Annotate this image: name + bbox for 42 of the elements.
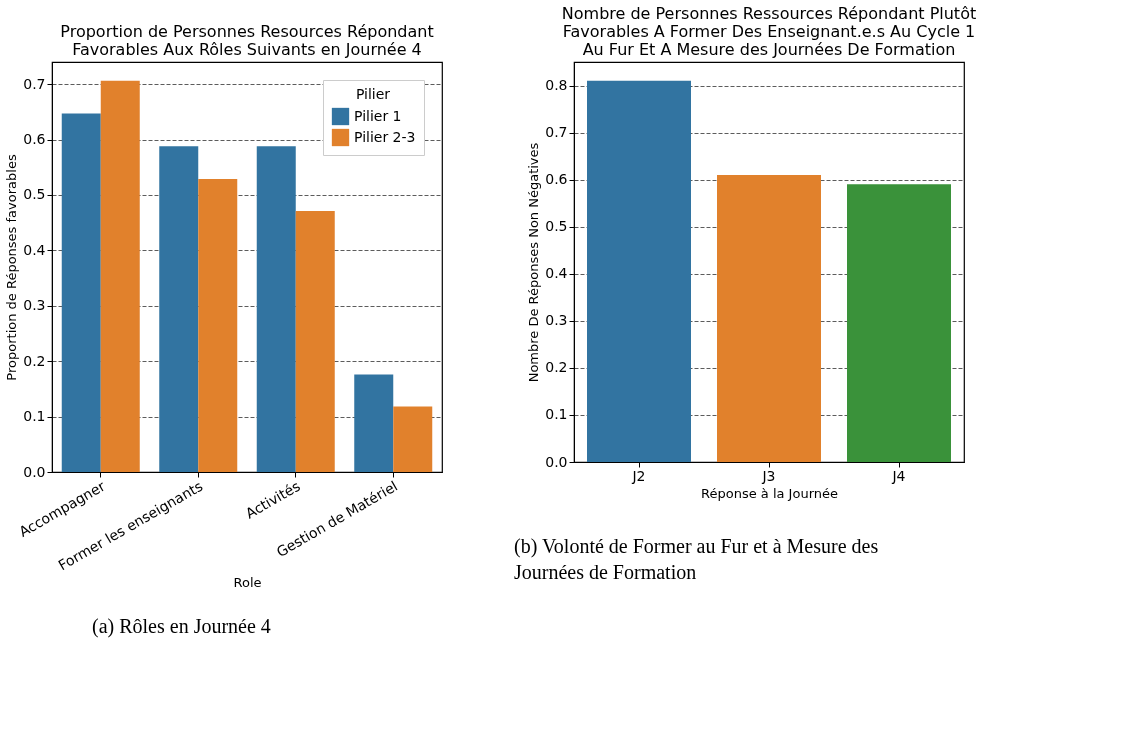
y-tick-label: 0.1 bbox=[23, 408, 46, 425]
y-tick-label: 0.0 bbox=[23, 463, 46, 480]
legend-label: Pilier 2-3 bbox=[354, 128, 416, 145]
x-tick-label: J4 bbox=[891, 467, 906, 484]
y-tick-label: 0.7 bbox=[545, 124, 568, 141]
y-tick-label: 0.8 bbox=[545, 77, 568, 94]
chart-title: Nombre de Personnes Ressources Répondant Plutôt Favorables A Former Des Enseignant.e.s Au Cycle 1 Au Fur Et A Mesure des Journées De Formation bbox=[561, 4, 977, 59]
bar bbox=[256, 146, 296, 472]
y-tick-label: 0.3 bbox=[23, 297, 46, 314]
y-axis-title: Proportion de Réponses favorables bbox=[4, 154, 20, 381]
y-tick-label: 0.4 bbox=[545, 265, 568, 282]
bar bbox=[717, 174, 821, 462]
x-tick-label: J3 bbox=[761, 467, 776, 484]
legend-label: Pilier 1 bbox=[354, 107, 402, 124]
x-axis-title: Role bbox=[233, 575, 262, 591]
y-tick-label: 0.6 bbox=[545, 171, 568, 188]
bar bbox=[198, 178, 238, 472]
bar bbox=[847, 184, 951, 462]
y-tick-label: 0.5 bbox=[23, 186, 46, 203]
y-tick-label: 0.5 bbox=[545, 218, 568, 235]
y-tick-label: 0.0 bbox=[545, 453, 568, 470]
y-tick-label: 0.7 bbox=[23, 75, 46, 92]
bar bbox=[587, 80, 691, 462]
bar bbox=[159, 146, 199, 472]
bar bbox=[393, 406, 433, 472]
y-tick-label: 0.4 bbox=[23, 241, 46, 258]
y-tick-label: 0.1 bbox=[545, 406, 568, 423]
y-tick-label: 0.2 bbox=[545, 359, 568, 376]
y-tick-label: 0.3 bbox=[545, 312, 568, 329]
y-axis-title: Nombre De Réponses Non Négatives bbox=[526, 142, 542, 383]
bar bbox=[295, 211, 335, 472]
bar bbox=[354, 374, 394, 472]
y-tick-label: 0.2 bbox=[23, 352, 46, 369]
chart-title: Proportion de Personnes Resources Répondant Favorables Aux Rôles Suivants en Journée 4 bbox=[60, 22, 434, 59]
legend-title: Pilier bbox=[355, 86, 391, 102]
bar bbox=[100, 80, 140, 472]
x-axis-title: Réponse à la Journée bbox=[701, 485, 838, 501]
y-tick-label: 0.6 bbox=[23, 131, 46, 148]
bar bbox=[61, 113, 101, 472]
text: (b) Volonté de Former au Fur et à Mesure des Journées de Formation bbox=[514, 535, 879, 583]
text: (a) Rôles en Journée 4 bbox=[92, 615, 271, 638]
x-tick-label: J2 bbox=[631, 467, 646, 484]
